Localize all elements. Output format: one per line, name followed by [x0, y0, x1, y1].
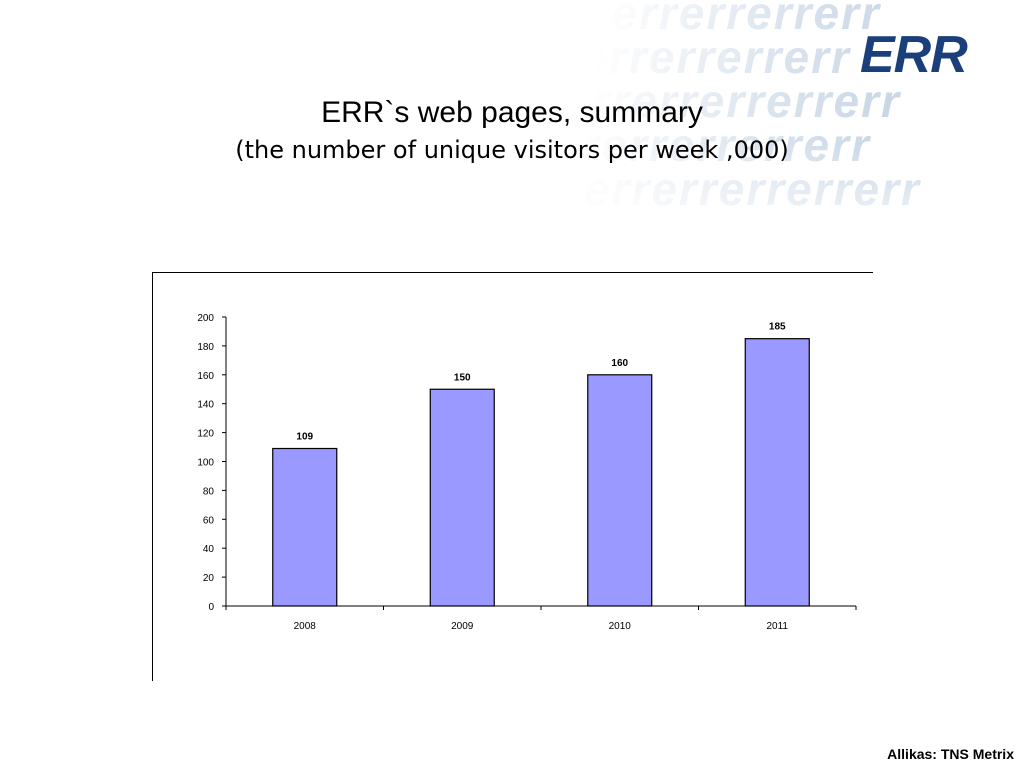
- x-tick-label-2008: 2008: [294, 621, 317, 632]
- y-tick-label: 40: [203, 544, 215, 555]
- slide-subtitle: (the number of unique visitors per week …: [235, 136, 789, 164]
- y-tick-label: 60: [203, 515, 215, 526]
- y-tick-label: 0: [208, 602, 214, 613]
- y-tick-label: 100: [197, 458, 214, 469]
- source-note: Allikas: TNS Metrix: [887, 746, 1014, 762]
- y-tick-label: 20: [203, 573, 215, 584]
- bar-chart: 0 20 40 60 80 100 120 140 160 180 200 109 2008 150 200…: [197, 313, 857, 632]
- y-tick-label: 80: [203, 486, 215, 497]
- y-tick-label: 120: [197, 429, 214, 440]
- bar-2011: [744, 338, 810, 607]
- bar-2008: [272, 447, 338, 607]
- err-logo: ERR: [860, 26, 968, 84]
- chart-frame: 0 20 40 60 80 100 120 140 160 180 200 109 2008 150 200…: [152, 272, 873, 681]
- x-tick-label-2011: 2011: [766, 621, 788, 632]
- data-label-2009: 150: [454, 372, 471, 383]
- x-tick-label-2010: 2010: [609, 621, 632, 632]
- slide-title: ERR`s web pages, summary: [321, 96, 703, 129]
- bar-2009: [429, 388, 495, 607]
- y-tick-label: 160: [197, 371, 214, 382]
- data-label-2008: 109: [296, 431, 313, 442]
- x-tick-label-2009: 2009: [451, 621, 474, 632]
- y-tick-label: 140: [197, 400, 214, 411]
- y-tick-label: 180: [197, 342, 214, 353]
- data-label-2011: 185: [769, 322, 786, 333]
- y-tick-label: 200: [197, 313, 214, 324]
- data-label-2010: 160: [611, 358, 628, 369]
- bar-2010: [587, 374, 653, 607]
